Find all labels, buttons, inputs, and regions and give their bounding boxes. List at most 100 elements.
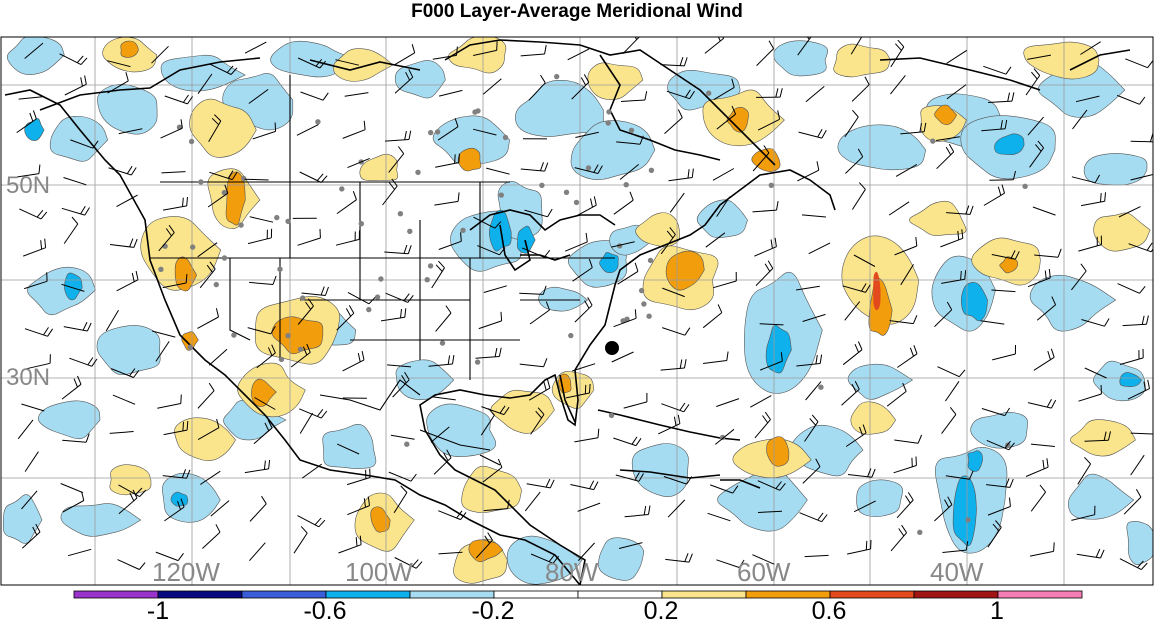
barb-flag	[767, 260, 774, 269]
barb-staff	[477, 245, 500, 256]
wind-barb	[900, 264, 914, 286]
station-dot	[623, 182, 629, 188]
barb-flag	[731, 78, 735, 88]
barb-staff	[808, 242, 831, 255]
wind-barb	[347, 157, 370, 169]
wind-barb	[299, 171, 328, 183]
barb-staff	[247, 327, 271, 335]
wind-barb	[1117, 283, 1146, 294]
wind-barb	[526, 478, 555, 489]
wind-barb	[209, 170, 238, 181]
barb-flag	[84, 207, 90, 216]
barb-flag	[949, 406, 957, 415]
wind-barb	[247, 325, 276, 335]
wind-barb	[335, 59, 360, 66]
wind-barb	[336, 305, 355, 331]
barb-staff	[473, 216, 496, 229]
barb-flag	[969, 205, 974, 215]
barb-staff	[300, 91, 324, 101]
contour-region	[558, 373, 572, 394]
barb-flag	[545, 478, 551, 488]
wind-barb	[757, 510, 783, 513]
wind-barb	[619, 164, 640, 180]
barb-flag	[435, 264, 443, 272]
barb-flag	[307, 298, 314, 307]
wind-barb	[347, 291, 376, 305]
barb-flag	[208, 382, 215, 391]
barb-flag	[214, 114, 222, 122]
wind-barb	[1119, 348, 1144, 365]
barb-staff	[572, 267, 593, 282]
barb-staff	[151, 45, 169, 64]
wind-barb	[657, 414, 681, 435]
station-dot	[706, 90, 712, 96]
barb-flag	[648, 505, 651, 515]
wind-barb	[845, 148, 864, 174]
barb-staff	[989, 179, 1014, 181]
barb-staff	[336, 443, 360, 455]
wind-barb	[1130, 454, 1145, 476]
barb-staff	[946, 49, 968, 64]
wind-barb	[615, 472, 644, 482]
wind-barb	[70, 139, 99, 149]
barb-flag	[345, 308, 352, 317]
barb-staff	[347, 157, 370, 169]
lat-lon-grid	[1, 37, 1153, 585]
barb-flag	[186, 469, 191, 479]
wind-barb	[756, 40, 775, 66]
barb-staff	[712, 168, 735, 181]
barb-staff	[24, 280, 48, 290]
barb-flag	[669, 227, 676, 235]
barb-staff	[804, 554, 829, 558]
colorbar-label-neg0-6: -0.6	[303, 597, 346, 622]
barb-staff	[888, 201, 910, 216]
wind-barb	[530, 407, 545, 435]
barb-staff	[431, 396, 456, 401]
wind-barb	[26, 354, 51, 370]
barb-flag	[1053, 542, 1055, 552]
barb-flag	[806, 37, 810, 40]
wind-barb	[980, 320, 1005, 325]
barb-flag	[125, 72, 129, 82]
barb-flag	[324, 286, 329, 296]
barb-flag	[408, 69, 414, 78]
wind-barb	[528, 379, 551, 401]
wind-barb	[481, 405, 510, 416]
barb-flag	[319, 60, 326, 69]
coastline	[4, 89, 581, 585]
wind-barb	[105, 310, 119, 332]
wind-barb	[64, 75, 87, 96]
barb-staff	[611, 241, 635, 248]
barb-staff	[618, 542, 643, 549]
barb-staff	[342, 129, 366, 139]
wind-barb	[384, 130, 412, 142]
barb-staff	[62, 500, 85, 513]
wind-barb	[844, 109, 859, 138]
wind-barb	[207, 184, 229, 208]
colorbar-label-0-6: 0.6	[812, 597, 847, 622]
wind-barb	[155, 551, 184, 562]
barb-staff	[244, 41, 267, 54]
barb-flag	[537, 407, 545, 415]
barb-flag	[456, 510, 463, 519]
barb-staff	[432, 54, 457, 60]
barb-staff	[1080, 41, 1101, 55]
barb-flag	[679, 402, 686, 411]
wind-barb	[61, 283, 85, 292]
wind-barb	[1127, 379, 1150, 400]
barb-staff	[663, 476, 687, 485]
station-dot	[568, 332, 574, 339]
barb-staff	[26, 362, 51, 370]
barb-flag	[484, 535, 491, 544]
contour-region	[1093, 212, 1151, 252]
colorbar-swatch	[997, 590, 1083, 599]
station-dot	[930, 138, 936, 144]
barb-staff	[713, 280, 737, 289]
barb-staff	[521, 247, 545, 258]
barb-flag	[76, 55, 84, 64]
wind-barb	[112, 394, 136, 405]
barb-flag	[634, 472, 640, 481]
station-dot	[297, 346, 304, 352]
wind-barb	[431, 396, 456, 401]
wind-barb	[1119, 558, 1148, 571]
